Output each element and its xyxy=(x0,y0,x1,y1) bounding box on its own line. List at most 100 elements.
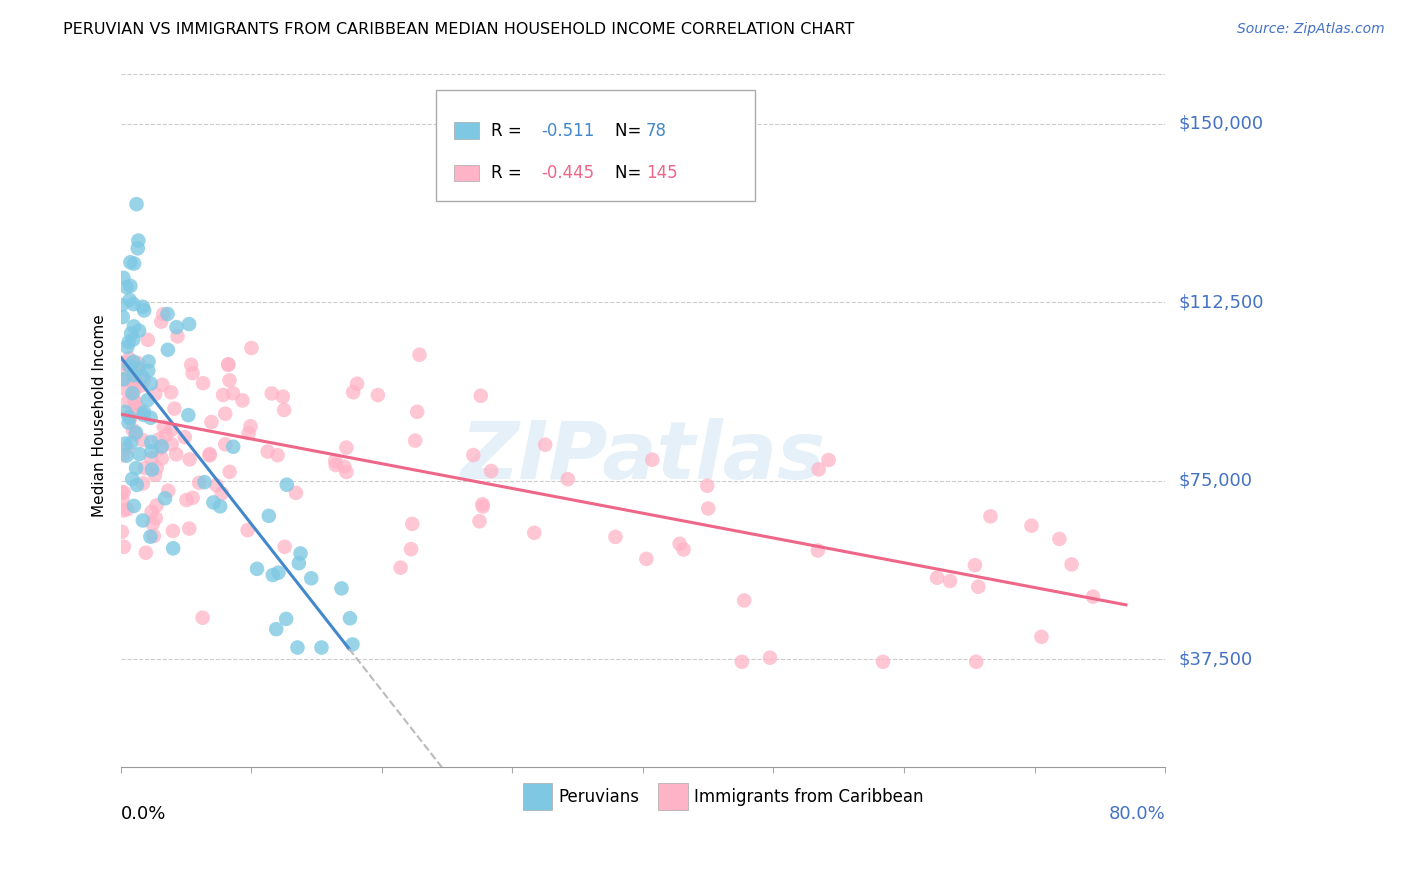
Point xyxy=(198,449,221,463)
Point xyxy=(807,543,830,558)
Point xyxy=(1060,558,1083,572)
Point xyxy=(111,448,134,462)
Text: $112,500: $112,500 xyxy=(1180,293,1264,311)
Point xyxy=(176,493,198,508)
Point xyxy=(335,465,357,479)
Point xyxy=(141,462,163,476)
Text: N=: N= xyxy=(614,164,647,182)
Point xyxy=(153,420,176,434)
Point xyxy=(246,562,269,576)
Point xyxy=(967,580,990,594)
Point xyxy=(733,593,755,607)
Point xyxy=(214,407,236,421)
Point xyxy=(112,270,135,285)
Point xyxy=(177,408,200,422)
Point xyxy=(125,478,148,492)
Point xyxy=(132,408,155,422)
Point xyxy=(470,389,492,403)
Point xyxy=(145,511,167,525)
Point xyxy=(114,373,136,387)
Point xyxy=(112,372,135,386)
Point xyxy=(121,423,143,437)
Point xyxy=(266,448,288,462)
Point xyxy=(188,475,211,490)
Point xyxy=(807,462,830,476)
Point xyxy=(165,447,187,461)
Point xyxy=(260,386,283,401)
Text: ZIPatlas: ZIPatlas xyxy=(460,418,825,497)
Point xyxy=(276,612,298,626)
FancyBboxPatch shape xyxy=(523,783,553,810)
Text: R =: R = xyxy=(491,122,527,140)
Point xyxy=(163,401,186,416)
Point xyxy=(141,444,163,458)
Point xyxy=(399,542,422,557)
Point xyxy=(139,410,162,425)
Point xyxy=(181,491,204,505)
Point xyxy=(212,388,235,402)
Text: Peruvians: Peruvians xyxy=(558,788,640,805)
Point xyxy=(236,523,259,537)
Point xyxy=(193,475,215,490)
Point xyxy=(118,335,141,350)
Point xyxy=(330,582,353,596)
Point xyxy=(731,655,754,669)
Point xyxy=(135,546,157,560)
Point xyxy=(367,388,389,402)
Point xyxy=(152,307,174,321)
Point xyxy=(181,366,204,380)
Point xyxy=(406,405,429,419)
Point xyxy=(401,516,423,531)
Point xyxy=(132,476,155,491)
Point xyxy=(124,383,146,397)
Point xyxy=(177,317,200,331)
FancyBboxPatch shape xyxy=(436,90,755,201)
Point xyxy=(287,640,309,655)
Point xyxy=(150,451,173,466)
Text: -0.511: -0.511 xyxy=(541,122,595,140)
Text: $150,000: $150,000 xyxy=(1180,114,1264,133)
Point xyxy=(111,485,134,500)
Point xyxy=(120,411,142,425)
Point xyxy=(696,479,718,493)
Point xyxy=(112,540,135,554)
Point xyxy=(162,524,184,538)
Point xyxy=(479,464,502,478)
Point xyxy=(271,390,294,404)
Point xyxy=(605,530,627,544)
Point xyxy=(115,441,138,455)
Point xyxy=(120,435,142,450)
Point xyxy=(128,447,150,461)
Point xyxy=(759,650,782,665)
Point xyxy=(198,447,221,461)
Point xyxy=(118,293,141,307)
Point xyxy=(157,483,180,498)
Point xyxy=(132,405,155,419)
Point xyxy=(222,386,245,401)
Point xyxy=(111,524,134,539)
Point xyxy=(202,495,225,509)
Y-axis label: Median Household Income: Median Household Income xyxy=(93,314,107,516)
Point xyxy=(471,497,494,511)
Point xyxy=(132,433,155,447)
Point xyxy=(468,514,491,528)
Point xyxy=(129,378,152,392)
Point xyxy=(136,364,159,378)
Point xyxy=(273,403,295,417)
Point xyxy=(127,241,149,255)
Point xyxy=(273,540,295,554)
Point xyxy=(925,571,948,585)
Point xyxy=(111,310,134,324)
Text: 78: 78 xyxy=(645,122,666,140)
Point xyxy=(325,458,347,472)
Point xyxy=(127,362,149,376)
Point xyxy=(231,393,253,408)
Point xyxy=(117,416,139,430)
Point xyxy=(160,423,183,437)
Point xyxy=(523,525,546,540)
Point xyxy=(257,508,280,523)
Point xyxy=(115,356,138,370)
Point xyxy=(141,516,163,531)
Point xyxy=(143,467,166,482)
Point xyxy=(141,435,163,450)
